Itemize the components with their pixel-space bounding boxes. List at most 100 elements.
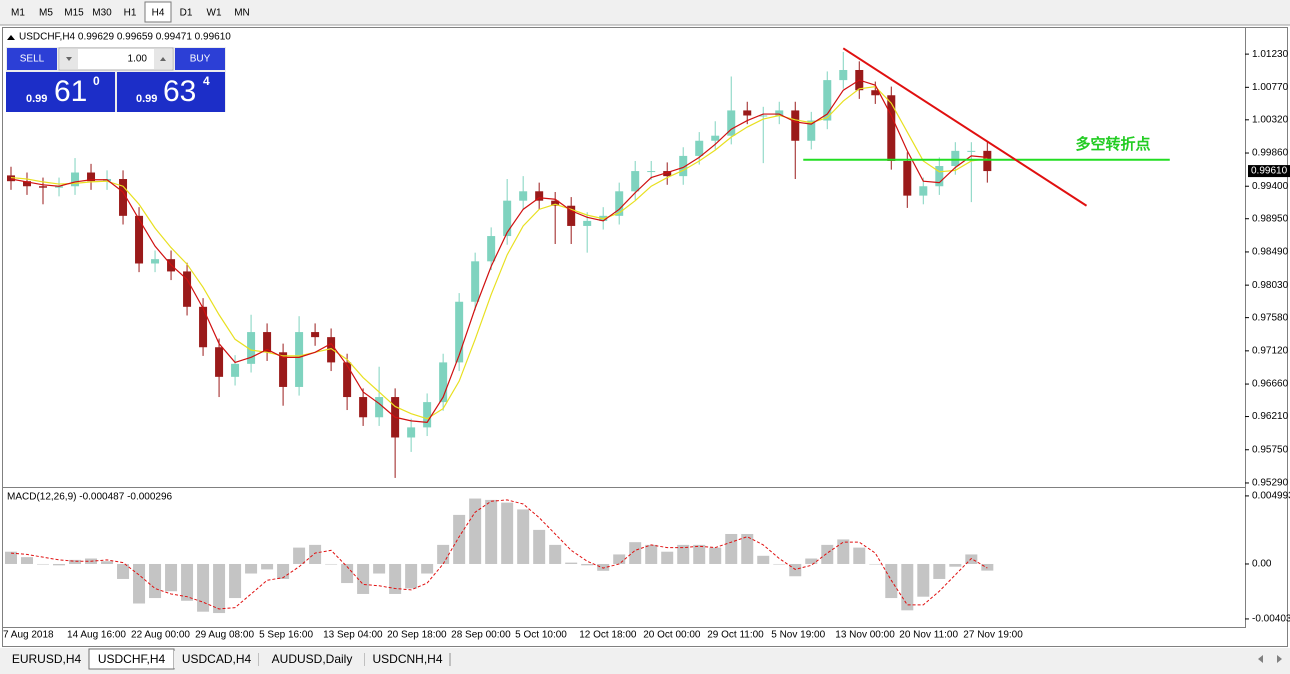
candle-body: [535, 191, 544, 201]
candle-body: [23, 181, 32, 187]
macd-bar: [821, 544, 834, 564]
candle-body: [775, 110, 784, 116]
macd-bar: [357, 563, 370, 594]
candle-body: [87, 172, 96, 182]
buy-button[interactable]: [175, 48, 225, 70]
candle-body: [407, 427, 416, 438]
candle-body: [887, 95, 896, 161]
y-tick-label: 0.004993: [1252, 491, 1290, 502]
candle-body: [199, 306, 208, 348]
macd-bar: [581, 563, 594, 566]
macd-bar: [757, 555, 770, 564]
timeframe-label[interactable]: H4: [152, 8, 165, 19]
x-tick-label: 20 Nov 11:00: [899, 630, 958, 641]
timeframe-button[interactable]: [229, 2, 255, 22]
macd-bar: [533, 529, 546, 564]
timeframe-label[interactable]: M5: [39, 8, 53, 19]
timeframe-label[interactable]: D1: [180, 8, 193, 19]
timeframe-button[interactable]: [117, 2, 143, 22]
macd-bar: [677, 544, 690, 564]
sell-price-small: 0: [93, 74, 100, 88]
timeframe-label[interactable]: M30: [92, 8, 112, 19]
timeframe-button[interactable]: [61, 2, 87, 22]
tab-label[interactable]: AUDUSD,Daily: [272, 652, 353, 666]
macd-bar: [309, 544, 322, 564]
candle-body: [583, 220, 592, 226]
x-tick-label: 5 Nov 19:00: [771, 630, 825, 641]
candle-body: [695, 140, 704, 156]
candle-body: [519, 191, 528, 201]
candle-body: [439, 362, 448, 403]
sell-button[interactable]: [7, 48, 57, 70]
candle-body: [663, 171, 672, 177]
macd-bar: [549, 544, 562, 564]
x-tick-label: 29 Aug 08:00: [195, 630, 254, 641]
macd-bar: [501, 502, 514, 564]
candle-body: [727, 110, 736, 136]
macd-bar: [149, 563, 162, 599]
trend-line: [842, 47, 1088, 207]
macd-bar: [981, 563, 994, 571]
macd-bar: [645, 544, 658, 564]
lot-value[interactable]: 1.00: [128, 54, 148, 65]
candle-body: [263, 332, 272, 353]
timeframe-button[interactable]: [173, 2, 199, 22]
candle-body: [295, 332, 304, 387]
symbol-tab[interactable]: [4, 651, 89, 668]
macd-bar: [933, 563, 946, 579]
buy-label[interactable]: BUY: [190, 54, 211, 65]
timeframe-button[interactable]: [144, 1, 172, 23]
candle-body: [215, 347, 224, 377]
lot-input[interactable]: [58, 47, 174, 71]
candle-body: [967, 150, 976, 152]
annotation: 多空转折点: [1075, 135, 1150, 153]
candle-body: [903, 160, 912, 196]
tab-label[interactable]: USDCHF,H4: [98, 652, 166, 666]
sell-price-prefix: 0.99: [26, 93, 47, 105]
y-tick-label: 1.01230: [1252, 49, 1289, 60]
sell-price-box[interactable]: [6, 72, 115, 112]
candle-body: [631, 171, 640, 192]
timeframe-button[interactable]: [201, 2, 227, 22]
macd-bar: [213, 563, 226, 614]
moving-average: [10, 85, 988, 420]
timeframe-label[interactable]: W1: [207, 8, 222, 19]
timeframe-button[interactable]: [89, 2, 115, 22]
candle-body: [983, 150, 992, 172]
candle-body: [919, 186, 928, 196]
tab-label[interactable]: USDCNH,H4: [372, 652, 442, 666]
x-tick-label: 20 Sep 18:00: [387, 630, 447, 641]
macd-signal: [10, 499, 988, 610]
collapse-icon[interactable]: [7, 35, 15, 40]
timeframe-button[interactable]: [33, 2, 59, 22]
timeframe-label[interactable]: MN: [234, 8, 250, 19]
y-tick-label: 0.98950: [1252, 213, 1289, 224]
y-tick-label: 0.95290: [1252, 478, 1289, 489]
symbol-tab[interactable]: [174, 651, 259, 668]
timeframe-button[interactable]: [5, 2, 31, 22]
macd-bar: [293, 547, 306, 564]
tab-label[interactable]: EURUSD,H4: [12, 652, 82, 666]
macd-bar: [917, 563, 930, 597]
timeframe-label[interactable]: M1: [11, 8, 25, 19]
candle-body: [135, 215, 144, 264]
symbol-tab[interactable]: [259, 651, 365, 668]
macd-bar: [869, 563, 882, 565]
candle-body: [679, 155, 688, 177]
buy-price-box[interactable]: [117, 72, 225, 112]
x-tick-label: 29 Oct 11:00: [707, 630, 764, 641]
macd-bar: [709, 547, 722, 564]
timeframe-label[interactable]: H1: [124, 8, 137, 19]
macd-bar: [133, 563, 146, 604]
tab-scroll[interactable]: [1258, 655, 1282, 663]
symbol-tab[interactable]: [365, 651, 450, 668]
macd-bar: [389, 563, 402, 594]
tab-label[interactable]: USDCAD,H4: [182, 652, 252, 666]
sell-label[interactable]: SELL: [20, 54, 45, 65]
x-tick-label: 27 Nov 19:00: [963, 630, 1023, 641]
macd-bar: [37, 563, 50, 565]
y-tick-label: 0.00: [1252, 559, 1272, 570]
macd-bar: [853, 547, 866, 564]
macd-bar: [629, 542, 642, 564]
timeframe-label[interactable]: M15: [64, 8, 84, 19]
